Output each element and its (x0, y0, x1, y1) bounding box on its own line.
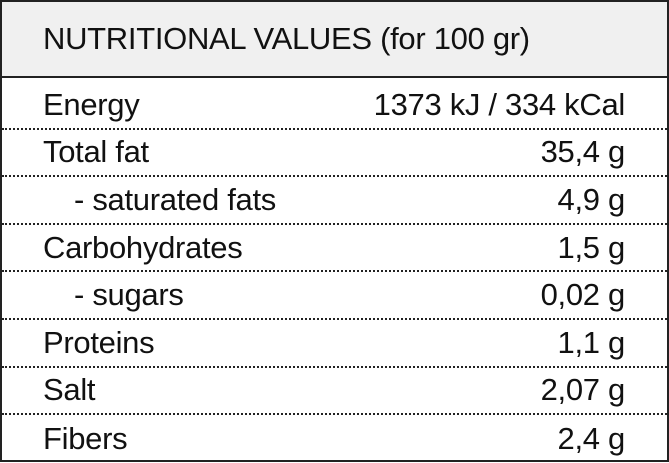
row-value: 0,02 g (540, 277, 626, 313)
row-value: 1,1 g (557, 324, 626, 360)
row-label: Salt (43, 372, 96, 408)
table-row: Total fat 35,4 g (2, 130, 667, 178)
row-label: - saturated fats (74, 181, 276, 217)
row-label: Total fat (43, 134, 149, 170)
row-value: 1,5 g (557, 229, 626, 265)
table-row: Energy 1373 kJ / 334 kCal (2, 82, 667, 130)
row-label: Energy (43, 86, 140, 122)
table-row: Salt 2,07 g (2, 368, 667, 416)
row-value: 35,4 g (540, 134, 626, 170)
row-value: 2,4 g (557, 420, 626, 456)
table-row: Carbohydrates 1,5 g (2, 225, 667, 273)
table-row: Fibers 2,4 g (2, 415, 667, 463)
row-label: Carbohydrates (43, 229, 243, 265)
row-value: 1373 kJ / 334 kCal (373, 86, 626, 122)
row-label: Fibers (43, 420, 128, 456)
table-row: Proteins 1,1 g (2, 320, 667, 368)
table-body: Energy 1373 kJ / 334 kCal Total fat 35,4 g… (2, 82, 667, 463)
row-label: - sugars (74, 277, 184, 313)
row-value: 4,9 g (557, 181, 626, 217)
table-row: - sugars 0,02 g (2, 272, 667, 320)
row-value: 2,07 g (540, 372, 626, 408)
table-row: - saturated fats 4,9 g (2, 177, 667, 225)
table-title: NUTRITIONAL VALUES (for 100 gr) (2, 2, 667, 78)
row-label: Proteins (43, 324, 155, 360)
